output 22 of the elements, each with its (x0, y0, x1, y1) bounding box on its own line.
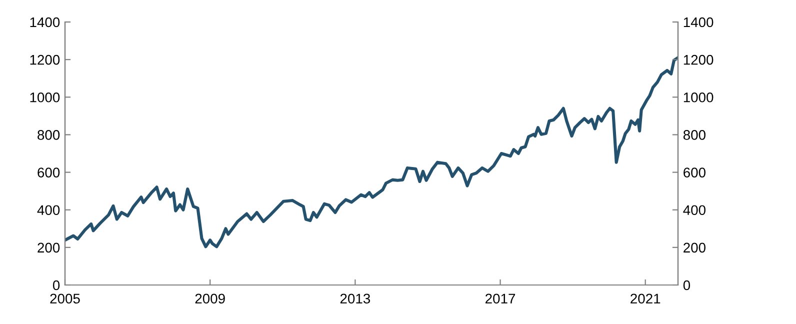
y2-tick-label: 1200 (684, 54, 714, 65)
y2-tick-label: 800 (683, 130, 706, 140)
line-series (65, 56, 678, 248)
y-tick-label: 1000 (30, 92, 60, 102)
x-tick-label: 2017 (486, 294, 516, 304)
x-tick-label: 2021 (630, 294, 660, 304)
x-tick-label: 2013 (340, 294, 370, 304)
y-tick-label: 800 (38, 130, 60, 140)
y-tick-label: 1200 (30, 54, 60, 65)
x-tick-label: 2009 (195, 294, 225, 304)
y-tick-label: 200 (38, 242, 60, 253)
y-tick-label: 0 (52, 280, 60, 290)
y2-tick-label: 1000 (684, 92, 714, 102)
y2-tick-label: 0 (683, 280, 690, 290)
y-tick-label: 1400 (30, 17, 60, 28)
y2-tick-label: 400 (683, 205, 706, 216)
x-tick-label: 2005 (50, 294, 80, 304)
y2-tick-label: 200 (684, 242, 706, 253)
y-tick-label: 600 (38, 168, 60, 178)
y2-tick-label: 600 (684, 168, 706, 178)
y2-tick-label: 1400 (684, 17, 714, 28)
y-tick-label: 400 (37, 205, 60, 216)
